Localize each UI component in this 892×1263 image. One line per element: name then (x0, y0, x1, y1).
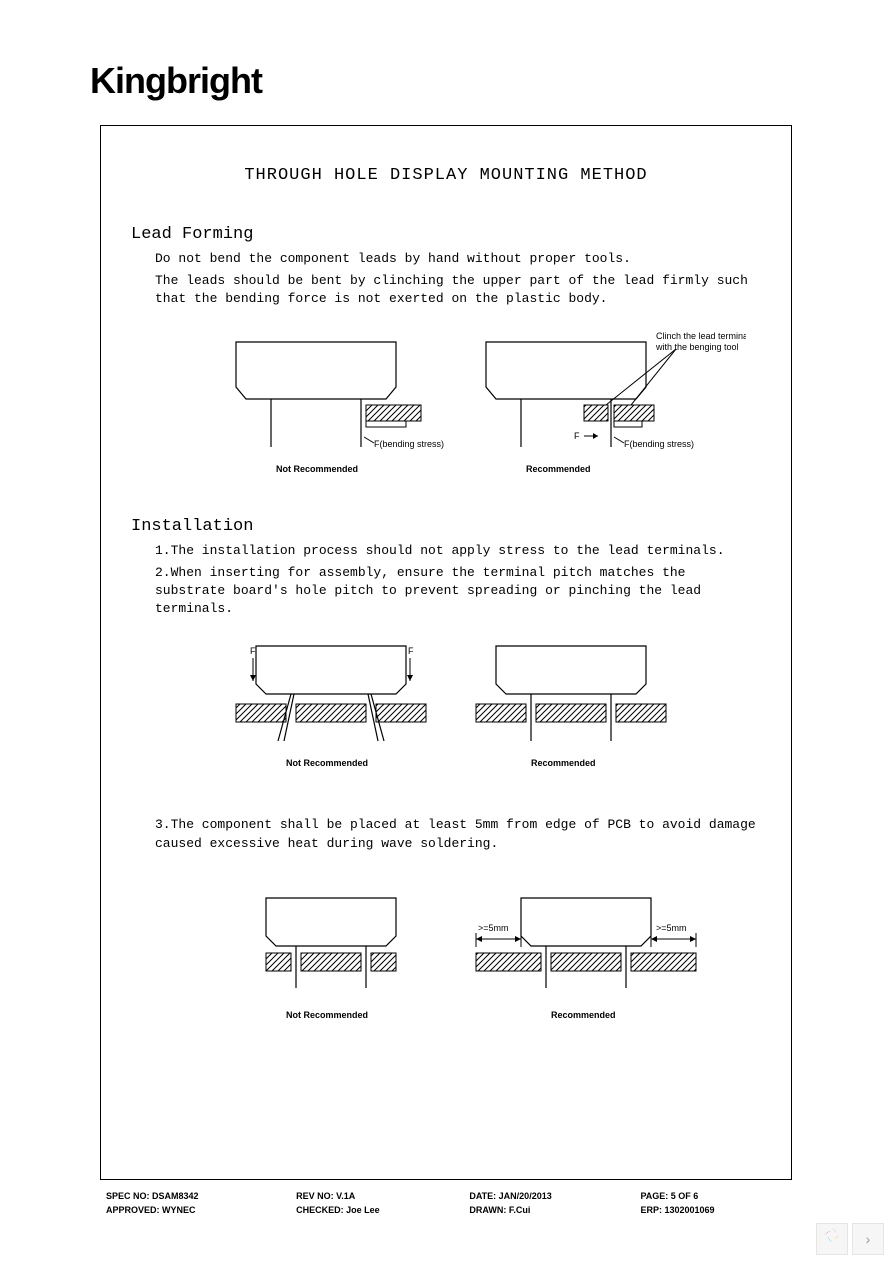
lead-forming-p1: Do not bend the component leads by hand … (155, 250, 761, 268)
fig3-left-caption: Not Recommended (286, 1010, 368, 1020)
installation-diagram: F F Not Recommended Recommended (146, 636, 746, 786)
installation-p3: 3.The component shall be placed at least… (155, 816, 761, 852)
fig3-dim1: >=5mm (478, 923, 509, 933)
page-no: PAGE: 5 OF 6 (636, 1190, 790, 1202)
figure-row-1: F(bending stress) Not Recommended F F(be… (131, 327, 761, 487)
approved: APPROVED: WYNEC (102, 1204, 290, 1216)
fig2-left-f1: F (250, 646, 256, 656)
corner-widget: › (816, 1223, 884, 1255)
fig3-dim2: >=5mm (656, 923, 687, 933)
drawn: DRAWN: F.Cui (465, 1204, 634, 1216)
figure-row-3: Not Recommended >=5mm (131, 893, 761, 1043)
fig1-right-f: F (574, 431, 580, 441)
fig1-right-caption: Recommended (526, 464, 591, 474)
checked: CHECKED: Joe Lee (292, 1204, 463, 1216)
rev-no: REV NO: V.1A (292, 1190, 463, 1202)
installation-heading: Installation (131, 517, 761, 536)
app-logo-icon[interactable] (816, 1223, 848, 1255)
brand-logo: Kingbright (90, 60, 262, 102)
fig1-callout-2: with the benging tool (655, 342, 739, 352)
fig1-callout-1: Clinch the lead terminal (656, 331, 746, 341)
lead-forming-p2: The leads should be bent by clinching th… (155, 272, 761, 308)
title-block: SPEC NO: DSAM8342 REV NO: V.1A DATE: JAN… (100, 1188, 792, 1218)
installation-p1: 1.The installation process should not ap… (155, 542, 761, 560)
fig1-left-caption: Not Recommended (276, 464, 358, 474)
next-page-button[interactable]: › (852, 1223, 884, 1255)
lead-forming-heading: Lead Forming (131, 225, 761, 244)
drawing-sheet: THROUGH HOLE DISPLAY MOUNTING METHOD Lea… (100, 125, 792, 1180)
edge-distance-diagram: Not Recommended >=5mm (146, 893, 746, 1043)
fig1-right-note: F(bending stress) (624, 439, 694, 449)
figure-row-2: F F Not Recommended Recommended (131, 636, 761, 786)
lead-forming-diagram: F(bending stress) Not Recommended F F(be… (146, 327, 746, 487)
erp: ERP: 1302001069 (636, 1204, 790, 1216)
fig1-left-note: F(bending stress) (374, 439, 444, 449)
fig2-right-caption: Recommended (531, 758, 596, 768)
fig3-right-caption: Recommended (551, 1010, 616, 1020)
fig2-left-caption: Not Recommended (286, 758, 368, 768)
date: DATE: JAN/20/2013 (465, 1190, 634, 1202)
fig2-left-f2: F (408, 646, 414, 656)
page-title: THROUGH HOLE DISPLAY MOUNTING METHOD (131, 166, 761, 185)
spec-no: SPEC NO: DSAM8342 (102, 1190, 290, 1202)
installation-p2: 2.When inserting for assembly, ensure th… (155, 564, 761, 619)
